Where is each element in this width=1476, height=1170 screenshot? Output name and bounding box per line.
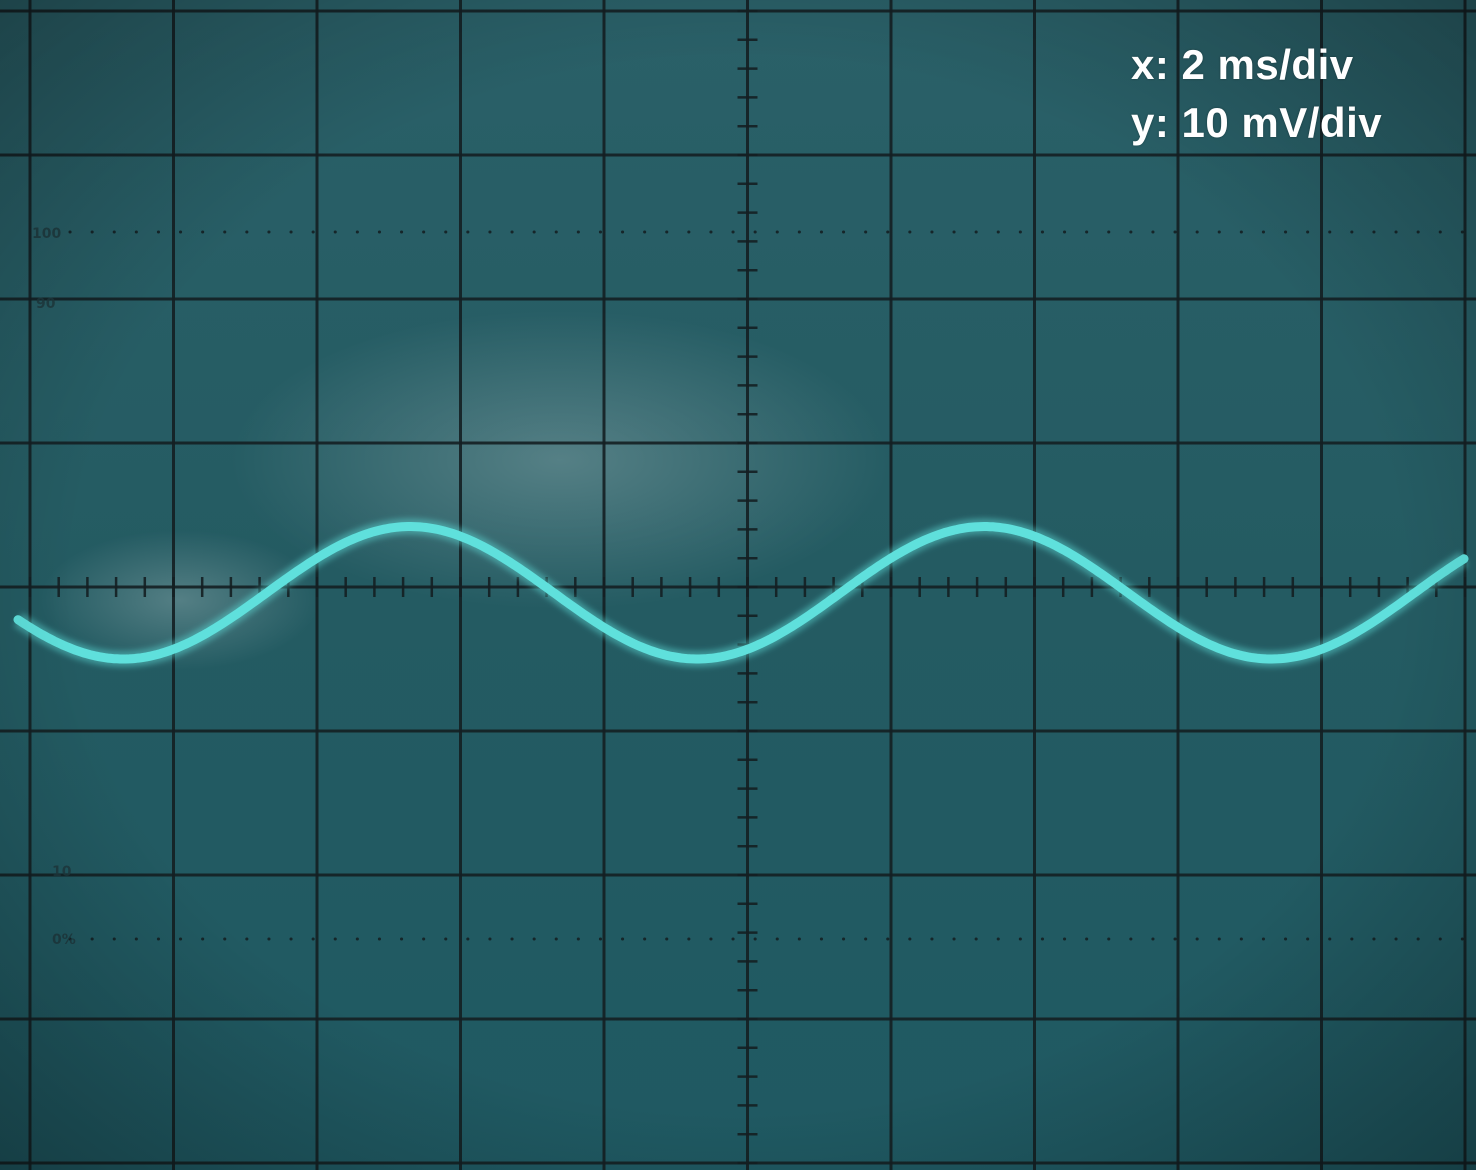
x-scale-label: x: 2 ms/div — [1131, 41, 1354, 88]
y-scale-label: y: 10 mV/div — [1131, 99, 1383, 146]
